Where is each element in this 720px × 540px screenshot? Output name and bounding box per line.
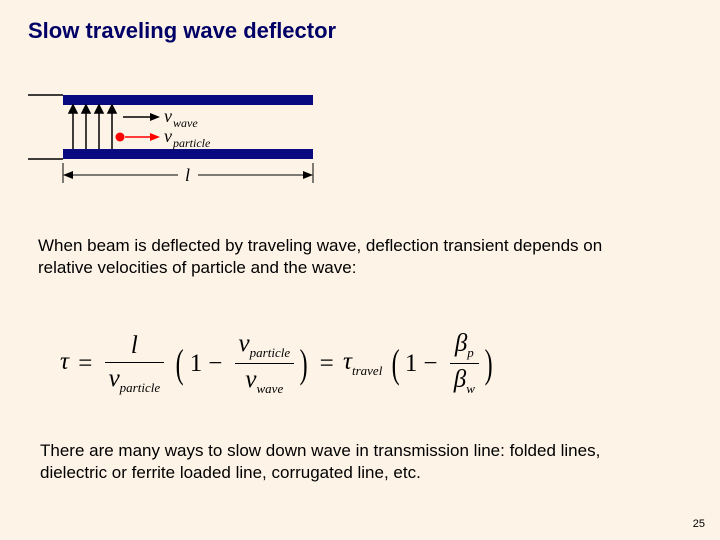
equals-2: = [320, 350, 334, 378]
paragraph-2: There are many ways to slow down wave in… [40, 440, 660, 484]
equals-1: = [78, 350, 92, 378]
formula: τ = l vparticle (1− vparticle vwave ) = … [60, 330, 495, 397]
paragraph-1: When beam is deflected by traveling wave… [38, 235, 618, 279]
page-title: Slow traveling wave deflector [28, 18, 336, 44]
svg-text:l: l [185, 165, 190, 185]
svg-text:v: v [164, 126, 172, 146]
tau-symbol: τ [60, 348, 69, 375]
frac-bp-bw: βp βw [450, 330, 479, 397]
deflector-diagram: v wave v particle l [28, 85, 358, 210]
svg-text:v: v [164, 106, 172, 126]
page-number: 25 [693, 518, 705, 530]
svg-text:wave: wave [173, 116, 198, 130]
tau-travel: τtravel [343, 348, 382, 375]
svg-text:particle: particle [172, 136, 211, 150]
frac-vp-vw: vparticle vwave [235, 330, 295, 397]
frac-l-vparticle: l vparticle [105, 332, 165, 396]
